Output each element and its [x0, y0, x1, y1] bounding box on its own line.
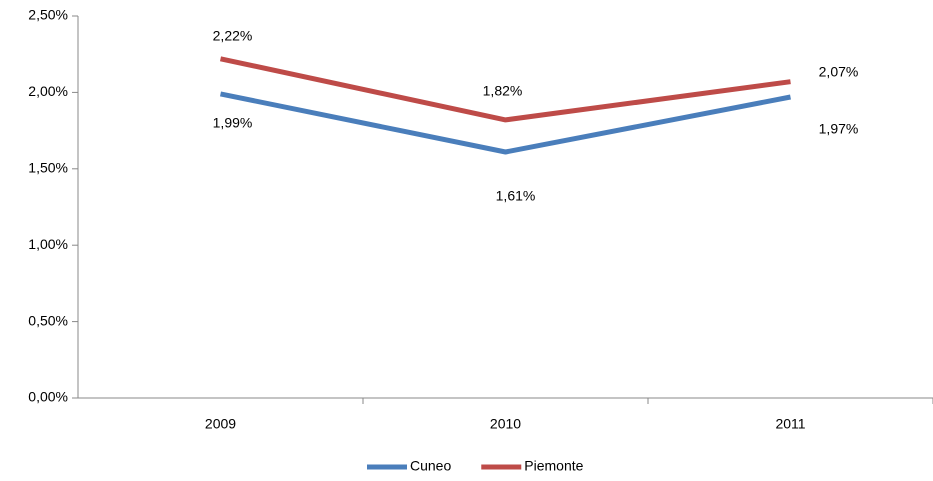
series-line	[219, 56, 791, 123]
value-label: 1,97%	[819, 121, 859, 137]
value-label: 1,99%	[213, 115, 253, 131]
y-tick-label: 2,50%	[28, 7, 68, 23]
x-tick-label: 2009	[205, 416, 236, 432]
y-tick-label: 2,00%	[28, 83, 68, 99]
y-tick-label: 0,50%	[28, 312, 68, 328]
legend-label: Piemonte	[524, 458, 583, 474]
y-tick-label: 1,00%	[28, 236, 68, 252]
x-tick-label: 2010	[490, 416, 521, 432]
legend-label: Cuneo	[410, 458, 451, 474]
value-label: 1,61%	[496, 188, 536, 204]
value-label: 2,07%	[819, 63, 859, 79]
x-tick-label: 2011	[775, 416, 805, 432]
series-line	[220, 91, 791, 155]
y-tick-label: 0,00%	[28, 389, 68, 405]
y-tick-label: 1,50%	[28, 160, 68, 176]
value-label: 1,82%	[483, 83, 523, 99]
value-label: 2,22%	[213, 27, 253, 43]
